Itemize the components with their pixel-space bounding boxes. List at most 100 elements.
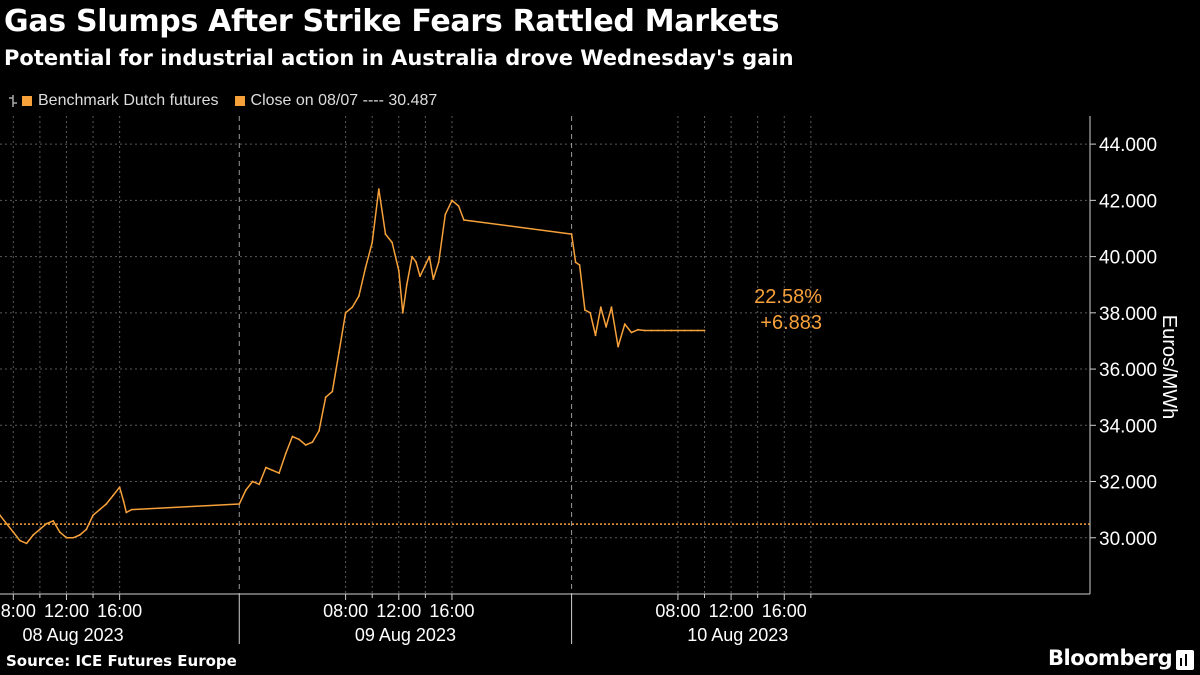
data-point bbox=[583, 309, 586, 311]
data-point bbox=[419, 275, 421, 278]
data-point bbox=[589, 311, 592, 314]
data-point bbox=[437, 261, 440, 264]
data-point bbox=[5, 522, 8, 525]
data-point bbox=[78, 534, 81, 536]
legend-swatch-series bbox=[22, 96, 32, 106]
data-point bbox=[122, 500, 125, 503]
legend-label-series: Benchmark Dutch futures bbox=[38, 92, 219, 109]
data-point bbox=[311, 441, 314, 444]
data-point bbox=[377, 188, 380, 191]
series-line-benchmark-dutch-futures bbox=[0, 188, 705, 545]
data-point bbox=[284, 452, 287, 455]
date-label: 10 Aug 2023 bbox=[687, 625, 788, 645]
y-tick-label: 44.000 bbox=[1099, 135, 1157, 156]
data-point bbox=[19, 539, 21, 542]
data-point bbox=[351, 306, 354, 309]
data-point bbox=[125, 511, 128, 514]
data-point bbox=[643, 329, 646, 332]
data-point bbox=[32, 534, 35, 536]
change-percent-label: 22.58% bbox=[754, 286, 822, 308]
data-point bbox=[0, 514, 1, 517]
x-tick-label: 16:00 bbox=[762, 601, 807, 621]
x-tick-label: 08:00 bbox=[0, 601, 36, 621]
data-point bbox=[58, 531, 61, 534]
source-note: Source: ICE Futures Europe bbox=[6, 652, 237, 670]
data-point bbox=[271, 469, 274, 472]
data-point bbox=[428, 255, 431, 258]
series-group bbox=[0, 188, 706, 545]
data-point bbox=[384, 233, 387, 235]
data-point bbox=[245, 489, 247, 491]
data-point bbox=[12, 531, 15, 534]
x-tick-label: 08:00 bbox=[655, 601, 700, 621]
data-point bbox=[85, 528, 88, 531]
date-label: 09 Aug 2023 bbox=[355, 625, 456, 645]
chart-title: Gas Slumps After Strike Fears Rattled Ma… bbox=[4, 4, 780, 39]
data-point bbox=[594, 334, 597, 337]
y-axis-label: Euros/MWh bbox=[1158, 315, 1180, 419]
data-point bbox=[663, 329, 666, 332]
grid-lines bbox=[0, 116, 1090, 594]
change-absolute-label: +6.883 bbox=[760, 312, 822, 334]
data-point bbox=[677, 329, 679, 332]
y-tick-label: 34.000 bbox=[1099, 416, 1157, 437]
data-point bbox=[105, 503, 108, 505]
data-point bbox=[92, 514, 94, 517]
data-point bbox=[457, 205, 460, 207]
y-tick-label: 38.000 bbox=[1099, 304, 1157, 325]
data-point bbox=[72, 536, 75, 539]
data-point bbox=[391, 241, 394, 244]
data-point bbox=[650, 329, 653, 332]
data-point bbox=[238, 503, 241, 505]
data-point bbox=[683, 329, 686, 332]
data-point bbox=[444, 213, 447, 216]
chart-subtitle: Potential for industrial action in Austr… bbox=[4, 46, 794, 70]
data-point bbox=[364, 266, 367, 269]
data-point bbox=[670, 329, 673, 332]
data-point bbox=[623, 323, 626, 325]
x-tick-label: 08:00 bbox=[323, 601, 368, 621]
data-point bbox=[258, 483, 261, 486]
data-point bbox=[463, 219, 465, 221]
x-tick-label: 12:00 bbox=[44, 601, 89, 621]
legend-swatch-close bbox=[234, 96, 245, 106]
data-point bbox=[264, 466, 267, 469]
data-point bbox=[411, 255, 413, 258]
x-tick-label: 12:00 bbox=[376, 601, 421, 621]
bloomberg-chart-icon bbox=[1176, 650, 1194, 670]
data-point bbox=[324, 396, 327, 399]
data-point bbox=[574, 261, 577, 264]
data-point bbox=[331, 390, 334, 393]
y-tick-label: 32.000 bbox=[1099, 473, 1157, 494]
data-point bbox=[578, 264, 581, 266]
data-point bbox=[397, 269, 400, 272]
data-point bbox=[118, 486, 121, 489]
y-tick-label: 42.000 bbox=[1099, 191, 1157, 212]
data-point bbox=[424, 264, 427, 266]
y-tick-label: 30.000 bbox=[1099, 529, 1157, 550]
legend-item-series: Benchmark Dutch futures bbox=[8, 92, 219, 110]
data-point bbox=[570, 233, 573, 235]
data-point bbox=[415, 261, 417, 264]
y-tick-label: 36.000 bbox=[1099, 360, 1157, 381]
data-point bbox=[65, 536, 68, 539]
x-axis-ticks: 08:00 12:00 16:00 08:00 12:00 16:00 08:00 12:00… bbox=[0, 594, 812, 645]
data-point bbox=[338, 351, 340, 354]
data-point bbox=[696, 329, 699, 332]
legend-item-close: Close on 08/07 ---- 30.487 bbox=[234, 92, 437, 110]
data-point bbox=[291, 435, 294, 438]
data-point bbox=[112, 494, 114, 497]
data-point bbox=[304, 444, 307, 446]
data-point bbox=[630, 331, 633, 334]
data-point bbox=[358, 295, 360, 297]
data-point bbox=[637, 328, 639, 331]
data-point bbox=[371, 241, 374, 244]
data-point bbox=[617, 345, 620, 348]
data-point bbox=[657, 329, 659, 332]
data-point bbox=[130, 508, 133, 511]
data-point bbox=[690, 329, 693, 332]
data-point bbox=[251, 480, 254, 483]
x-tick-label: 12:00 bbox=[709, 601, 754, 621]
y-axis-ticks: 30.000 32.000 34.000 36.000 38.000 40.000 42.0… bbox=[1090, 135, 1157, 550]
